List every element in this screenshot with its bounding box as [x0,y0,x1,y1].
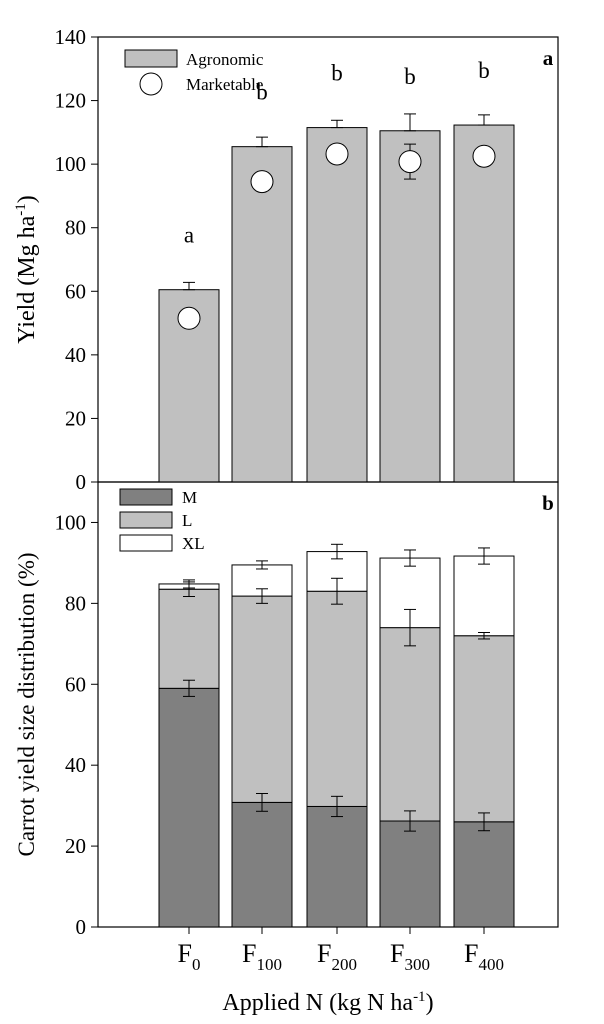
x-tick-label-F200: F200 [317,939,357,974]
x-tick-base: F [390,939,404,968]
marketable-point-F100 [250,170,274,194]
significance-letter-F200: b [331,61,343,86]
y-label-main: Yield (Mg ha [14,215,40,343]
stack-M-F200 [306,805,368,928]
legend-XL-swatch [119,534,173,552]
stack-M-F400 [453,821,515,928]
legend-marketable-symbol [139,72,163,96]
significance-letter-F300: b [404,64,416,89]
x-axis-label: Applied N (kg N ha-1) [222,989,433,1016]
panel-b-y-tick-label: 80 [65,591,86,615]
marketable-point-F200 [325,142,349,166]
x-label-main: Applied N (kg N ha [222,990,413,1016]
agronomic-bar-F100 [231,146,293,483]
agronomic-bar-F200 [306,127,368,483]
legend-agronomic-label: Agronomic [186,50,264,69]
x-tick-label-F300: F300 [390,939,430,974]
stack-L-F300 [379,627,441,822]
panel-a-y-tick-label: 80 [65,216,86,240]
x-tick-sub: 400 [478,955,504,974]
stack-L-F0 [158,588,220,689]
panel-a-label: a [543,46,554,70]
panel-a-y-tick-label: 0 [76,470,87,494]
panel-b-y-tick-label: 100 [55,510,87,534]
significance-letter-F400: b [478,58,490,83]
panel-b-size-distribution-chart: 0 20 40 60 80 100 ML XL b Carrot yield size distr… [14,481,559,939]
stack-L-F200 [306,590,368,807]
x-tick-base: F [464,939,478,968]
panel-a-y-tick-label: 100 [55,152,87,176]
legend-marketable-label: Marketable [186,75,263,94]
legend-agronomic-swatch [124,49,178,68]
x-tick-base: F [317,939,331,968]
marketable-point-F400 [472,144,496,168]
x-tick-sub: 100 [256,955,282,974]
marketable-point-F0 [177,306,201,330]
x-tick-sub: 0 [192,955,201,974]
panel-a-y-tick-label: 60 [65,279,86,303]
panel-a-y-tick-label: 40 [65,343,86,367]
legend-L-swatch [119,511,173,529]
y-label-close: ) [14,195,40,203]
significance-letter-F100: b [256,80,268,105]
panel-b-y-tick-label: 60 [65,672,86,696]
x-tick-sub: 200 [331,955,357,974]
stack-M-F0 [158,687,220,928]
legend-L-label: L [182,511,192,530]
legend-M-swatch [119,488,173,506]
y-label-sup: -1 [13,203,29,216]
x-tick-label-F400: F400 [464,939,504,974]
panel-b-y-tick-label: 20 [65,834,86,858]
agronomic-bar-F300 [379,130,441,483]
x-label-close: ) [426,990,434,1016]
legend-XL-label: XL [182,534,205,553]
x-tick-label-F0: F0 [178,939,201,974]
x-tick-sub: 300 [404,955,430,974]
panel-a-y-tick-label: 20 [65,406,86,430]
x-tick-base: F [242,939,256,968]
marketable-point-F300 [398,150,422,174]
stack-XL-F400 [453,555,515,637]
panel-b-y-axis-label: Carrot yield size distribution (%) [14,552,39,856]
x-label-sup: -1 [413,989,426,1005]
panel-b-label: b [542,491,554,515]
stack-L-F400 [453,635,515,823]
panel-a-y-tick-label: 120 [55,89,87,113]
significance-letter-F0: a [184,223,194,248]
agronomic-bar-F400 [453,124,515,483]
legend-M-label: M [182,488,197,507]
x-tick-base: F [178,939,192,968]
panel-b-y-tick-label: 0 [76,915,87,939]
stack-M-F100 [231,801,293,928]
stack-L-F100 [231,595,293,803]
x-tick-label-F100: F100 [242,939,282,974]
panel-a-y-tick-label: 140 [55,25,87,49]
panel-b-y-tick-label: 40 [65,753,86,777]
panel-a-yield-chart: 0 20 40 60 80 100 120 140 a b b b b Agronomic Marketab… [13,25,559,494]
stack-M-F300 [379,820,441,928]
panel-a-y-axis-label: Yield (Mg ha-1) [13,195,40,343]
